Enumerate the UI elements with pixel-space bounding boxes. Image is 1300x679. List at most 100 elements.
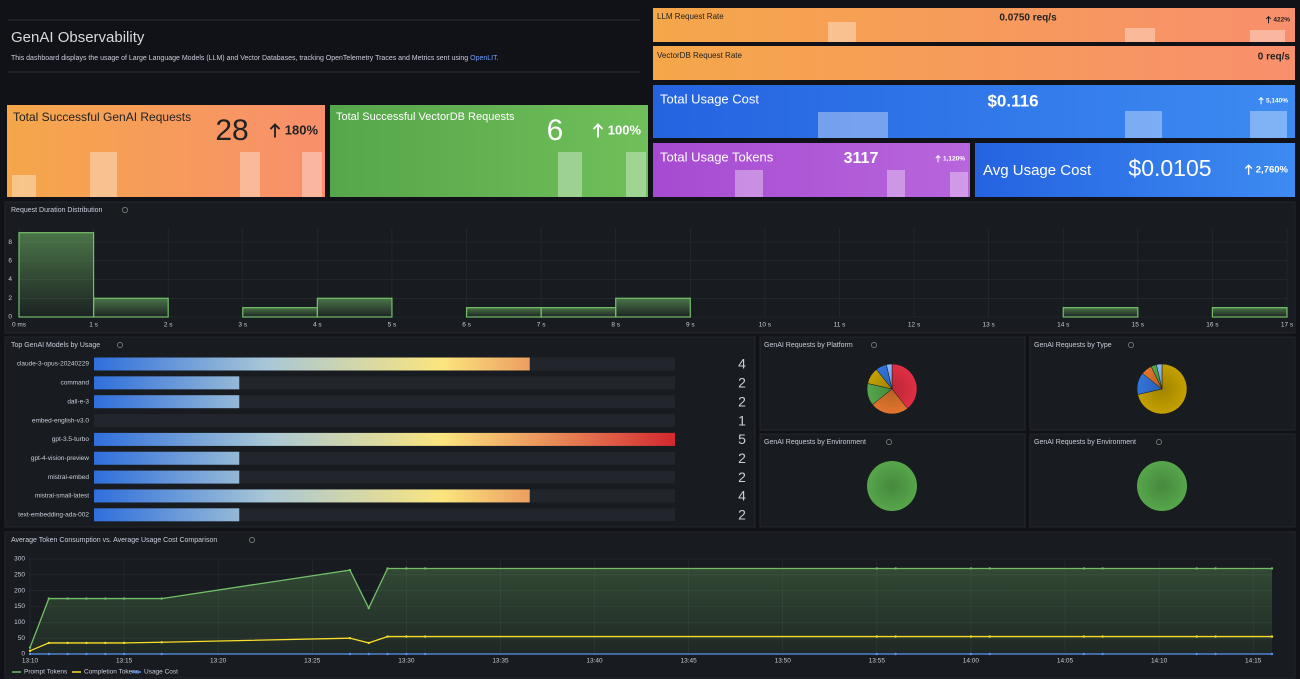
info-icon: [1128, 342, 1134, 348]
panel-title: GenAI Requests by Environment: [764, 439, 866, 446]
y-tick-label: 50: [18, 635, 26, 642]
x-tick-label: 13:35: [492, 658, 509, 665]
x-tick-label: 1 s: [89, 322, 98, 329]
sparkline: [1250, 111, 1287, 138]
info-icon: [249, 537, 255, 543]
category-label: mistral-embed: [48, 474, 90, 481]
point: [423, 635, 427, 638]
stat-title: Avg Usage Cost: [983, 162, 1092, 179]
point: [988, 635, 991, 638]
x-tick-label: 13:40: [586, 658, 603, 665]
point: [386, 652, 389, 656]
x-tick-label: 14:15: [1245, 658, 1262, 665]
point: [405, 652, 408, 656]
value-label: 5: [738, 431, 746, 447]
x-tick-label: 17 s: [1281, 322, 1294, 329]
stat-value: $0.0105: [1128, 155, 1211, 181]
category-label: claude-3-opus-20240229: [17, 361, 90, 368]
point: [348, 652, 352, 656]
y-tick-label: 0: [21, 651, 25, 658]
point: [47, 652, 51, 656]
value-label: 2: [738, 375, 746, 391]
stat-title: Total Usage Cost: [660, 91, 759, 106]
point: [47, 641, 51, 645]
stat-title: Total Successful GenAI Requests: [13, 110, 191, 124]
x-tick-label: 8 s: [611, 322, 620, 329]
panel-title: GenAI Requests by Environment: [1034, 439, 1136, 446]
point: [367, 652, 370, 656]
stat-change: 1,120%: [943, 156, 965, 163]
x-tick-label: 2 s: [164, 322, 173, 329]
point: [66, 641, 69, 645]
change-arrow: [269, 123, 281, 138]
x-tick-label: 13 s: [982, 322, 995, 329]
point: [894, 567, 897, 570]
value-label: 4: [738, 356, 746, 372]
change-arrow: [1265, 16, 1272, 24]
stat-change: 5,140%: [1266, 98, 1288, 105]
y-tick-label: 250: [14, 572, 25, 579]
stat-panel: [975, 143, 1295, 197]
point: [1082, 652, 1086, 656]
x-tick-label: 5 s: [388, 322, 397, 329]
info-icon: [117, 342, 123, 348]
y-tick-label: 2: [8, 295, 12, 302]
point: [367, 641, 370, 645]
change-arrow: [592, 123, 604, 138]
histogram-bar: [1062, 307, 1139, 318]
stat-value: 0 req/s: [1258, 52, 1291, 63]
stat-panel: [653, 46, 1295, 80]
sparkline: [240, 152, 260, 197]
point: [367, 606, 370, 610]
legend-label: Usage Cost: [144, 669, 178, 676]
point: [104, 597, 107, 600]
point: [28, 652, 32, 656]
histogram-bar: [18, 232, 95, 318]
point: [66, 597, 69, 600]
point: [423, 567, 427, 570]
point: [122, 641, 126, 645]
sparkline: [1250, 30, 1285, 42]
point: [1270, 635, 1274, 638]
y-tick-label: 200: [14, 587, 25, 594]
category-label: mistral-small-latest: [35, 493, 89, 500]
x-tick-label: 6 s: [462, 322, 471, 329]
point: [160, 652, 163, 656]
bar: [94, 432, 675, 446]
histogram-bar: [615, 297, 691, 318]
x-tick-label: 13:45: [680, 658, 697, 665]
point: [1101, 635, 1104, 638]
value-label: 2: [738, 450, 746, 466]
point: [1082, 567, 1086, 570]
info-icon: [1156, 439, 1162, 445]
change-arrow: [935, 155, 941, 163]
stat-title: VectorDB Request Rate: [657, 51, 742, 60]
openlit-link[interactable]: OpenLIT: [470, 55, 498, 62]
pie-shade: [1137, 364, 1187, 414]
pie-shade: [867, 461, 917, 511]
stat-value: 0.0750 req/s: [999, 13, 1057, 24]
y-tick-label: 150: [14, 603, 25, 610]
stat-change: 2,760%: [1256, 165, 1289, 176]
point: [1195, 567, 1198, 570]
x-tick-label: 7 s: [537, 322, 546, 329]
value-label: 2: [738, 469, 746, 485]
y-tick-label: 4: [8, 276, 12, 283]
change-arrow: [1244, 164, 1253, 175]
point: [875, 652, 879, 656]
point: [1214, 635, 1217, 638]
point: [875, 567, 879, 570]
point: [969, 567, 973, 570]
dashboard-title: GenAI Observability: [11, 29, 145, 46]
stat-change: 180%: [285, 122, 319, 137]
x-tick-label: 12 s: [908, 322, 921, 329]
point: [1195, 635, 1198, 638]
sparkline: [558, 152, 582, 197]
point: [1214, 652, 1217, 656]
bar: [94, 508, 240, 522]
legend-label: Completion Tokens: [84, 669, 140, 676]
point: [969, 635, 973, 638]
category-label: dall-e-3: [67, 398, 89, 405]
info-icon: [871, 342, 877, 348]
